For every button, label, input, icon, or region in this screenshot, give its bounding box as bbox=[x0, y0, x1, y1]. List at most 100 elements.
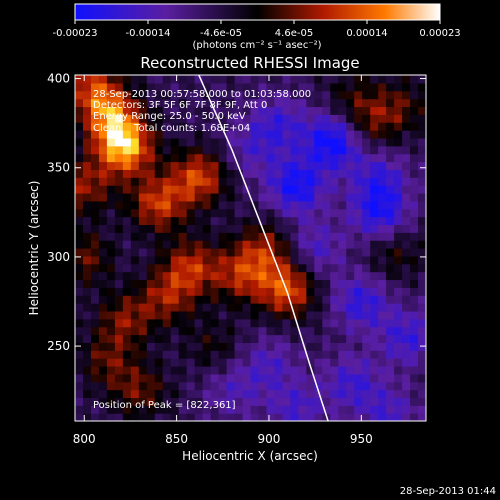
heatmap-cell bbox=[402, 161, 411, 170]
heatmap-cell bbox=[226, 200, 236, 210]
heatmap-cell bbox=[370, 365, 379, 375]
heatmap-cell bbox=[154, 255, 164, 265]
heatmap-cell bbox=[402, 114, 411, 123]
heatmap-cell bbox=[346, 365, 355, 375]
heatmap-cell bbox=[90, 263, 100, 273]
heatmap-cell bbox=[234, 98, 244, 108]
heatmap-cell bbox=[258, 342, 268, 351]
heatmap-cell bbox=[170, 145, 180, 155]
heatmap-cell bbox=[386, 216, 395, 226]
heatmap-cell bbox=[210, 295, 220, 304]
heatmap-cell bbox=[370, 192, 379, 202]
heatmap-cell bbox=[162, 381, 172, 391]
heatmap-cell bbox=[362, 200, 371, 210]
heatmap-cell bbox=[170, 137, 180, 147]
heatmap-cell bbox=[210, 248, 220, 257]
heatmap-cell bbox=[250, 200, 260, 210]
heatmap-cell bbox=[282, 122, 291, 131]
heatmap-cell bbox=[330, 106, 339, 115]
heatmap-cell bbox=[402, 287, 411, 296]
colorbar-tick-label: -0.00014 bbox=[126, 28, 171, 39]
heatmap-cell bbox=[178, 342, 188, 351]
heatmap-cell bbox=[82, 200, 92, 210]
heatmap-cell bbox=[298, 271, 307, 281]
heatmap-cell bbox=[402, 381, 411, 391]
heatmap-cell bbox=[218, 216, 228, 226]
heatmap-cell bbox=[418, 90, 426, 100]
heatmap-cell bbox=[202, 161, 212, 170]
heatmap-cell bbox=[306, 350, 315, 359]
heatmap-cell bbox=[346, 342, 355, 351]
heatmap-cell bbox=[410, 397, 419, 406]
heatmap-cell bbox=[202, 185, 212, 194]
heatmap-cell bbox=[370, 350, 379, 359]
heatmap-cell bbox=[338, 192, 347, 202]
heatmap-cell bbox=[346, 303, 355, 312]
heatmap-cell bbox=[162, 279, 172, 288]
heatmap-cell bbox=[90, 287, 100, 296]
heatmap-cell bbox=[298, 358, 307, 367]
heatmap-cell bbox=[90, 413, 100, 421]
heatmap-cell bbox=[274, 310, 284, 320]
heatmap-cell bbox=[290, 342, 299, 351]
heatmap-cell bbox=[282, 240, 291, 249]
heatmap-cell bbox=[218, 82, 228, 92]
heatmap-cell bbox=[354, 405, 363, 414]
heatmap-cell bbox=[154, 342, 164, 351]
heatmap-cell bbox=[202, 405, 212, 414]
heatmap-cell bbox=[138, 405, 148, 414]
heatmap-cell bbox=[346, 161, 355, 170]
heatmap-cell bbox=[290, 413, 299, 421]
heatmap-cell bbox=[266, 137, 276, 147]
heatmap-cell bbox=[306, 90, 315, 100]
heatmap-cell bbox=[82, 287, 92, 296]
heatmap-cell bbox=[218, 295, 228, 304]
heatmap-cell bbox=[394, 208, 403, 218]
heatmap-cell bbox=[242, 397, 252, 406]
heatmap-cell bbox=[330, 279, 339, 288]
heatmap-cell bbox=[306, 106, 315, 115]
heatmap-cell bbox=[130, 75, 140, 84]
heatmap-cell bbox=[234, 373, 244, 383]
heatmap-cell bbox=[90, 130, 100, 139]
heatmap-cell bbox=[298, 248, 307, 257]
heatmap-cell bbox=[114, 358, 124, 367]
heatmap-cell bbox=[346, 255, 355, 265]
heatmap-cell bbox=[90, 389, 100, 399]
heatmap-cell bbox=[75, 177, 84, 186]
heatmap-cell bbox=[330, 263, 339, 273]
heatmap-cell bbox=[138, 350, 148, 359]
heatmap-cell bbox=[282, 381, 291, 391]
heatmap-cell bbox=[378, 373, 387, 383]
heatmap-cell bbox=[266, 98, 276, 108]
heatmap-cell bbox=[394, 326, 403, 336]
heatmap-cell bbox=[98, 169, 108, 178]
heatmap-cell bbox=[290, 114, 299, 123]
heatmap-cell bbox=[394, 114, 403, 123]
heatmap-cell bbox=[330, 185, 339, 194]
heatmap-cell bbox=[106, 216, 116, 226]
heatmap-cell bbox=[378, 358, 387, 367]
heatmap-cell bbox=[146, 208, 156, 218]
heatmap-cell bbox=[410, 161, 419, 170]
heatmap-cell bbox=[202, 122, 212, 131]
heatmap-cell bbox=[362, 224, 371, 233]
heatmap-cell bbox=[75, 397, 84, 406]
heatmap-cell bbox=[314, 326, 323, 336]
heatmap-cell bbox=[122, 310, 132, 320]
heatmap-cell bbox=[146, 255, 156, 265]
heatmap-cell bbox=[266, 413, 276, 421]
heatmap-cell bbox=[290, 397, 299, 406]
heatmap-cell bbox=[98, 122, 108, 131]
heatmap-cell bbox=[234, 216, 244, 226]
heatmap-cell bbox=[226, 287, 236, 296]
heatmap-cell bbox=[114, 114, 124, 123]
footer-timestamp: 28-Sep-2013 01:44 bbox=[400, 486, 496, 497]
heatmap-cell bbox=[218, 114, 228, 123]
heatmap-cell bbox=[226, 381, 236, 391]
heatmap-cell bbox=[170, 232, 180, 241]
heatmap-cell bbox=[266, 310, 276, 320]
heatmap-cell bbox=[370, 287, 379, 296]
heatmap-cell bbox=[130, 287, 140, 296]
